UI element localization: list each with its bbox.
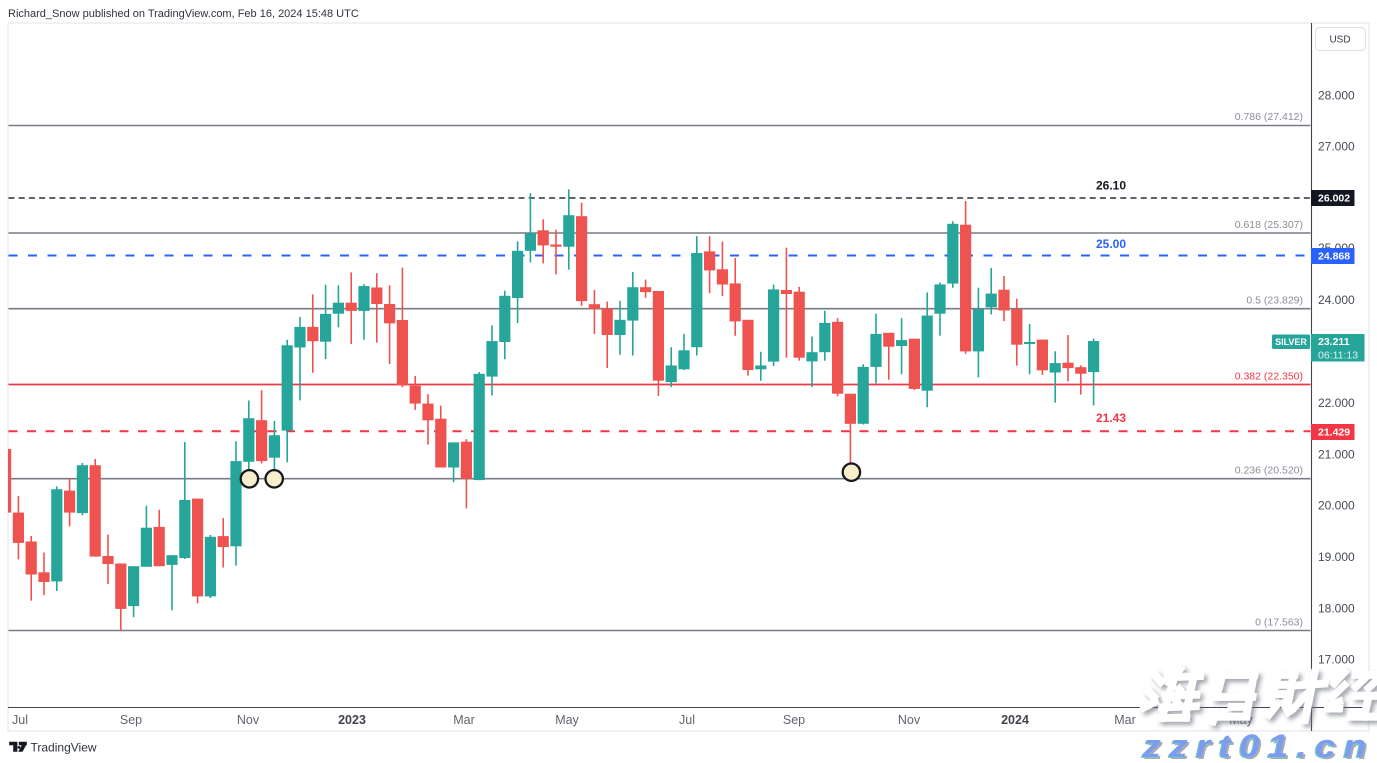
svg-text:Jul: Jul [679, 713, 695, 727]
svg-text:zzrt01.cn: zzrt01.cn [1140, 730, 1373, 763]
svg-text:26.002: 26.002 [1318, 193, 1350, 205]
svg-text:Nov: Nov [237, 713, 260, 727]
svg-text:Mar: Mar [453, 713, 475, 727]
svg-text:Richard_Snow published on Trad: Richard_Snow published on TradingView.co… [8, 8, 359, 20]
svg-text:0 (17.563): 0 (17.563) [1255, 617, 1303, 629]
svg-text:06:11:13: 06:11:13 [1318, 349, 1358, 361]
svg-text:zzrt01.cn: zzrt01.cn [1143, 731, 1376, 763]
svg-text:Mar: Mar [1114, 713, 1136, 727]
svg-text:21.43: 21.43 [1096, 411, 1126, 425]
svg-text:0.236 (20.520): 0.236 (20.520) [1235, 465, 1303, 477]
svg-text:TradingView: TradingView [31, 740, 97, 754]
svg-text:May: May [555, 713, 579, 727]
svg-text:24.868: 24.868 [1318, 251, 1350, 263]
svg-text:SILVER: SILVER [1275, 337, 1307, 347]
svg-text:21.000: 21.000 [1318, 448, 1355, 462]
svg-text:Sep: Sep [120, 713, 142, 727]
svg-text:18.000: 18.000 [1318, 601, 1355, 615]
svg-text:26.10: 26.10 [1096, 178, 1126, 192]
svg-text:23.211: 23.211 [1318, 336, 1350, 348]
svg-text:21.429: 21.429 [1318, 427, 1350, 439]
svg-text:Nov: Nov [898, 713, 921, 727]
svg-text:28.000: 28.000 [1318, 88, 1355, 102]
svg-text:Jul: Jul [12, 713, 28, 727]
svg-text:Sep: Sep [783, 713, 805, 727]
svg-text:19.000: 19.000 [1318, 550, 1355, 564]
svg-text:22.000: 22.000 [1318, 396, 1355, 410]
svg-text:17.000: 17.000 [1318, 653, 1355, 667]
svg-text:2023: 2023 [338, 713, 366, 727]
svg-text:0.786 (27.412): 0.786 (27.412) [1235, 111, 1303, 123]
svg-text:20.000: 20.000 [1318, 499, 1355, 513]
svg-text:25.00: 25.00 [1096, 237, 1126, 251]
svg-text:0.5 (23.829): 0.5 (23.829) [1246, 295, 1303, 307]
svg-text:0.382 (22.350): 0.382 (22.350) [1235, 371, 1303, 383]
svg-text:zzrt01.cn: zzrt01.cn [1141, 729, 1374, 763]
svg-text:27.000: 27.000 [1318, 140, 1355, 154]
svg-text:0.618 (25.307): 0.618 (25.307) [1235, 219, 1303, 231]
svg-text:USD: USD [1329, 35, 1350, 46]
svg-text:24.000: 24.000 [1318, 293, 1355, 307]
svg-text:2024: 2024 [1001, 713, 1029, 727]
